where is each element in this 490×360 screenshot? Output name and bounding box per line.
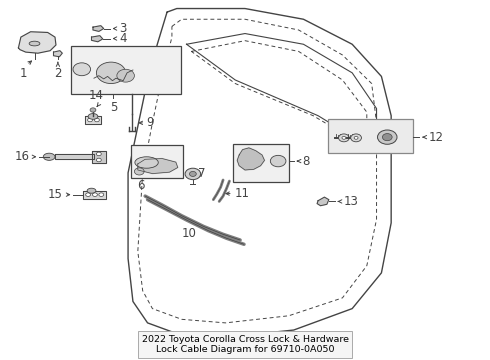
Text: 4: 4 bbox=[119, 32, 127, 45]
Polygon shape bbox=[53, 51, 62, 57]
FancyBboxPatch shape bbox=[328, 119, 413, 153]
Text: 8: 8 bbox=[302, 154, 309, 167]
Text: 14: 14 bbox=[89, 89, 104, 102]
FancyBboxPatch shape bbox=[71, 46, 181, 94]
Polygon shape bbox=[237, 148, 265, 170]
Polygon shape bbox=[93, 26, 104, 31]
Text: 7: 7 bbox=[198, 167, 205, 180]
Circle shape bbox=[134, 168, 144, 175]
FancyBboxPatch shape bbox=[130, 145, 183, 178]
Circle shape bbox=[95, 118, 99, 122]
Text: 12: 12 bbox=[428, 131, 443, 144]
Circle shape bbox=[86, 193, 91, 197]
Text: 15: 15 bbox=[48, 188, 62, 201]
Polygon shape bbox=[317, 197, 329, 206]
Text: 2022 Toyota Corolla Cross Lock & Hardware
Lock Cable Diagram for 69710-0A050: 2022 Toyota Corolla Cross Lock & Hardwar… bbox=[142, 335, 348, 354]
Text: 10: 10 bbox=[181, 227, 196, 240]
Polygon shape bbox=[138, 158, 178, 174]
Circle shape bbox=[190, 171, 196, 176]
Ellipse shape bbox=[29, 41, 40, 46]
Polygon shape bbox=[19, 32, 56, 53]
Text: 11: 11 bbox=[234, 187, 249, 200]
Circle shape bbox=[97, 152, 101, 156]
Circle shape bbox=[382, 134, 392, 141]
Ellipse shape bbox=[88, 113, 98, 119]
Circle shape bbox=[185, 168, 201, 180]
Circle shape bbox=[351, 134, 362, 142]
Text: 3: 3 bbox=[119, 22, 127, 35]
Circle shape bbox=[97, 158, 101, 162]
Circle shape bbox=[377, 130, 397, 144]
Polygon shape bbox=[85, 116, 101, 123]
Circle shape bbox=[93, 193, 98, 197]
Polygon shape bbox=[92, 36, 103, 42]
Circle shape bbox=[270, 156, 286, 167]
Text: 6: 6 bbox=[137, 179, 145, 192]
Polygon shape bbox=[92, 151, 106, 163]
Ellipse shape bbox=[43, 153, 55, 160]
Circle shape bbox=[354, 136, 358, 139]
Text: 16: 16 bbox=[15, 150, 30, 163]
Text: 5: 5 bbox=[110, 101, 117, 114]
Circle shape bbox=[339, 134, 349, 142]
Text: 2: 2 bbox=[54, 67, 62, 81]
Circle shape bbox=[88, 118, 93, 122]
Ellipse shape bbox=[87, 188, 96, 193]
FancyBboxPatch shape bbox=[233, 144, 289, 182]
Text: 13: 13 bbox=[343, 195, 358, 208]
Circle shape bbox=[97, 62, 125, 84]
Text: 1: 1 bbox=[20, 67, 27, 81]
Circle shape bbox=[99, 193, 104, 197]
Text: 9: 9 bbox=[147, 116, 154, 129]
Circle shape bbox=[73, 63, 91, 76]
Ellipse shape bbox=[135, 157, 158, 168]
Circle shape bbox=[342, 136, 346, 139]
Circle shape bbox=[90, 108, 96, 112]
Polygon shape bbox=[83, 191, 106, 199]
Polygon shape bbox=[55, 154, 94, 159]
Circle shape bbox=[117, 69, 134, 82]
